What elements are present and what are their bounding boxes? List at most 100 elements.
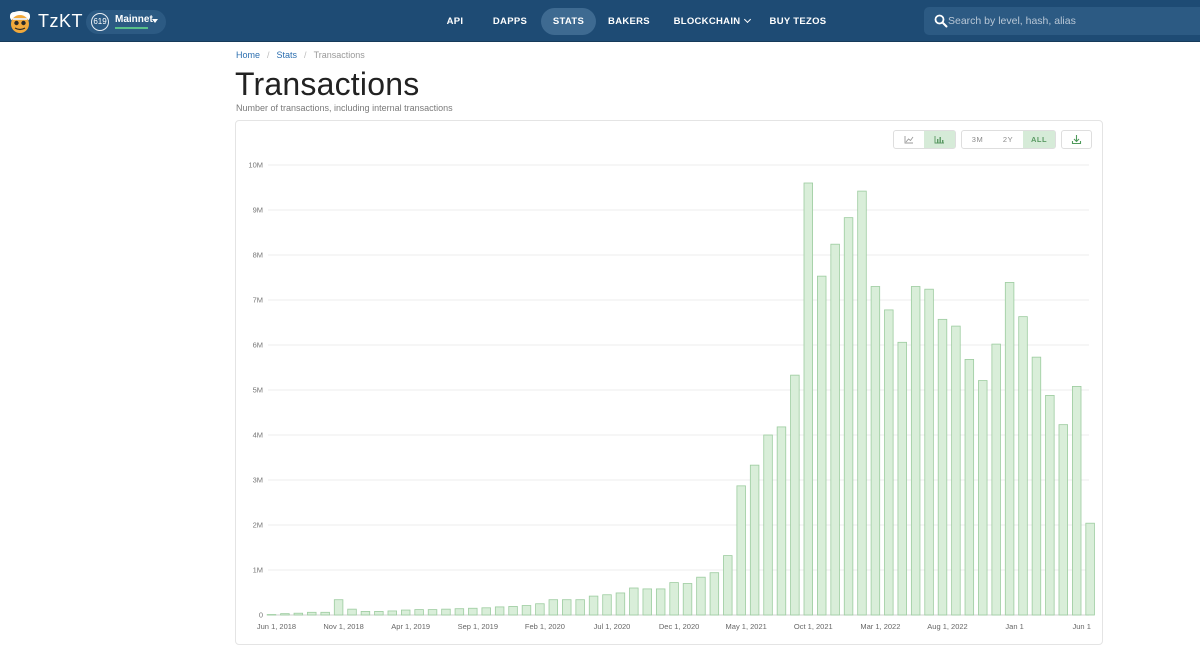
nav-blockchain-label: BLOCKCHAIN: [673, 16, 741, 27]
nav-bakers[interactable]: BAKERS: [603, 8, 655, 35]
bar: [937, 318, 948, 616]
bar: [602, 594, 612, 616]
bar: [723, 555, 733, 616]
bar: [776, 426, 787, 616]
bar: [991, 343, 1001, 616]
nav-blockchain[interactable]: BLOCKCHAIN: [669, 8, 755, 35]
x-tick-label: Jan 1: [1005, 622, 1023, 631]
x-tick-label: Feb 1, 2020: [525, 622, 565, 631]
bar: [1004, 282, 1015, 616]
brand-name[interactable]: TzKT: [38, 11, 83, 31]
bar: [830, 243, 840, 616]
bar: [642, 588, 652, 616]
y-tick-label: 3M: [253, 476, 263, 485]
bar: [1018, 316, 1028, 616]
bar: [803, 182, 814, 616]
bar: [763, 434, 773, 616]
bar: [615, 592, 626, 616]
bar: [655, 588, 666, 616]
nav-stats[interactable]: STATS: [541, 8, 596, 35]
breadcrumb-stats[interactable]: Stats: [276, 50, 298, 60]
bar: [468, 607, 478, 616]
breadcrumb-current: Transactions: [313, 50, 365, 60]
search-icon: [934, 14, 948, 28]
bar: [817, 275, 827, 616]
range-toggle: 3M 2Y ALL: [961, 130, 1056, 149]
line-chart-button[interactable]: [894, 131, 924, 148]
bar: [307, 611, 317, 616]
bar: [481, 607, 491, 616]
x-tick-label: Sep 1, 2019: [458, 622, 498, 631]
page-title: Transactions: [235, 66, 420, 102]
tzkt-logo-icon[interactable]: [7, 8, 33, 34]
y-tick-label: 8M: [253, 251, 263, 260]
range-2y-button[interactable]: 2Y: [1002, 135, 1014, 144]
bar: [548, 599, 559, 616]
x-tick-label: Dec 1, 2020: [659, 622, 699, 631]
breadcrumb-separator: /: [267, 50, 270, 60]
bar: [870, 286, 881, 616]
range-all-button[interactable]: ALL: [1023, 131, 1055, 148]
bar: [427, 609, 438, 616]
bar: [575, 599, 585, 616]
y-tick-label: 10M: [248, 161, 263, 170]
bar: [521, 605, 532, 616]
bar: [978, 380, 988, 616]
download-icon: [1071, 135, 1082, 145]
bar: [857, 190, 867, 616]
bar: [347, 608, 357, 616]
page-subtitle: Number of transactions, including intern…: [236, 103, 453, 113]
y-tick-label: 5M: [253, 386, 263, 395]
bar: [414, 609, 424, 616]
line-chart-icon: [904, 136, 914, 144]
bar: [709, 572, 720, 616]
y-tick-label: 6M: [253, 341, 263, 350]
bar: [1058, 424, 1068, 616]
bar: [588, 595, 599, 616]
bar: [1072, 385, 1082, 616]
bar: [696, 576, 706, 616]
bar: [736, 485, 746, 616]
x-tick-label: Oct 1, 2021: [794, 622, 833, 631]
x-tick-label: Jun 1, 2018: [257, 622, 296, 631]
bar: [964, 358, 975, 616]
y-tick-label: 4M: [253, 431, 263, 440]
nav-buy-tezos-label: BUY TEZOS: [769, 16, 827, 27]
bar: [266, 614, 277, 616]
y-tick-label: 1M: [253, 566, 263, 575]
bar: [320, 611, 330, 616]
range-3m-button[interactable]: 3M: [971, 135, 984, 144]
y-tick-label: 7M: [253, 296, 263, 305]
network-level-badge: 619: [91, 13, 109, 31]
bar: [1045, 394, 1055, 616]
x-tick-label: Jul 1, 2020: [594, 622, 631, 631]
bar: [508, 606, 518, 616]
bar: [1031, 356, 1042, 616]
network-name: Mainnet: [115, 14, 153, 25]
bar: [629, 587, 639, 616]
download-button[interactable]: [1061, 130, 1092, 149]
bar: [494, 606, 505, 616]
bar: [790, 374, 800, 616]
y-tick-label: 9M: [253, 206, 263, 215]
search-box[interactable]: [924, 7, 1200, 35]
nav-dapps[interactable]: DAPPS: [487, 8, 533, 35]
bar: [535, 603, 545, 616]
search-input[interactable]: [948, 11, 1193, 31]
bar: [843, 217, 854, 616]
nav-api-label: API: [446, 16, 464, 27]
bar: [669, 582, 679, 616]
bar: [562, 599, 572, 616]
nav-api[interactable]: API: [437, 8, 473, 35]
bar: [441, 608, 451, 616]
top-navbar: TzKT 619 Mainnet API DAPPS STATS BAKERS …: [0, 0, 1200, 42]
breadcrumb-separator: /: [304, 50, 307, 60]
x-tick-label: Aug 1, 2022: [927, 622, 967, 631]
network-selector[interactable]: 619 Mainnet: [86, 10, 166, 34]
breadcrumb-home[interactable]: Home: [236, 50, 261, 60]
bar-chart-button[interactable]: [924, 131, 955, 148]
bar: [333, 599, 344, 616]
bar: [749, 464, 760, 616]
nav-buy-tezos[interactable]: BUY TEZOS: [765, 8, 831, 35]
